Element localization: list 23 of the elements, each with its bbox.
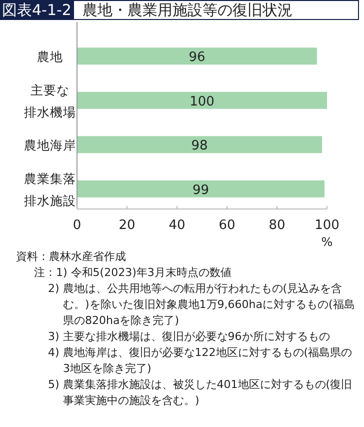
chart-title: 農地・農業用施設等の復旧状況 — [73, 0, 360, 20]
text: 資料：農林水産省作成 — [16, 249, 127, 265]
text: 2) 農地は、公共用地等への転用が行われたもの(見込みを含む。)を除いた復旧対象農地1万9,660haに対するもの(福島県の820haを除き完了) — [47, 281, 356, 329]
x-tick-label: 80 — [268, 218, 286, 233]
text: 注：1) 令和5(2023)年3月末時点の数値 — [33, 265, 232, 281]
x-tick-label: 100 — [314, 218, 340, 233]
data-label: 99 — [192, 182, 210, 198]
text: 3) 主要な排水機場は、復旧が必要な96か所に対するもの — [47, 329, 331, 345]
x-tick-label: 0 — [72, 218, 82, 233]
y-tick-label: 主要な排水機場 — [24, 82, 76, 120]
y-tick-label: 農地 — [37, 49, 63, 64]
x-axis-title: % — [321, 235, 333, 249]
data-label: 96 — [188, 50, 206, 66]
text: 5) 農業集落排水施設は、被災した401地区に対するもの(復旧事業実施中の施設を含む。) — [47, 377, 354, 409]
y-tick-label: 農地海岸 — [24, 138, 76, 153]
data-label: 98 — [191, 138, 208, 154]
x-tick-label: 20 — [118, 218, 136, 233]
text: 4) 農地海岸は、復旧が必要な122地区に対するもの(福島県の3地区を除き完了) — [47, 345, 354, 377]
y-tick-label: 農業集落排水施設 — [24, 170, 76, 208]
data-label: 100 — [190, 94, 214, 110]
x-tick-label: 40 — [168, 218, 186, 233]
x-tick-label: 60 — [218, 218, 236, 233]
chart-subtitle: 図表4-1-2 — [0, 0, 74, 20]
